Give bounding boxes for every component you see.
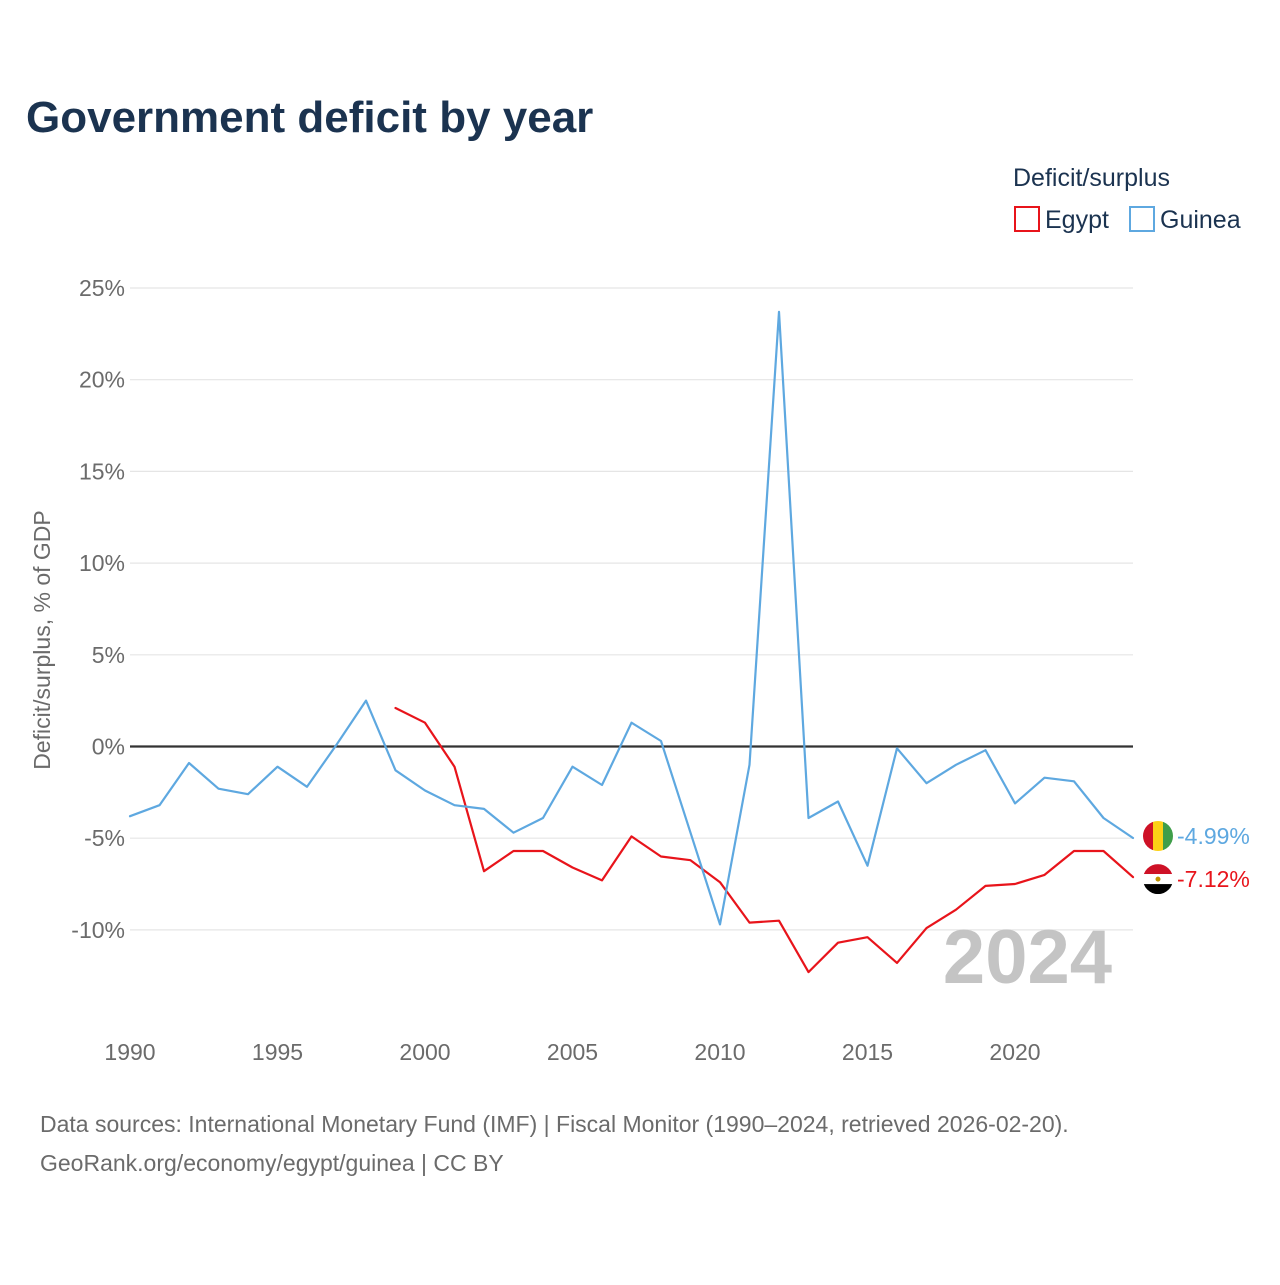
egypt-flag-icon bbox=[1143, 864, 1173, 895]
y-tick-label: 5% bbox=[92, 642, 125, 668]
x-tick-label: 1990 bbox=[104, 1039, 155, 1065]
y-tick-label: 10% bbox=[79, 550, 125, 576]
gridlines bbox=[130, 287, 1133, 931]
legend-swatch-egypt[interactable] bbox=[1014, 206, 1040, 232]
x-tick-label: 2000 bbox=[399, 1039, 450, 1065]
x-tick-label: 2015 bbox=[842, 1039, 893, 1065]
y-tick-label: -10% bbox=[71, 917, 125, 943]
y-tick-label: -5% bbox=[84, 825, 125, 851]
x-tick-label: 2020 bbox=[989, 1039, 1040, 1065]
x-tick-label: 2005 bbox=[547, 1039, 598, 1065]
series-end-markers: -4.99% -7.12% bbox=[1143, 821, 1250, 895]
series-lines bbox=[128, 310, 1135, 974]
legend: Deficit/surplus Egypt Guinea bbox=[1013, 164, 1241, 234]
legend-label-egypt[interactable]: Egypt bbox=[1045, 206, 1109, 234]
credit-line: GeoRank.org/economy/egypt/guinea | CC BY bbox=[40, 1150, 504, 1176]
series-line-egypt[interactable] bbox=[394, 706, 1135, 974]
data-source-line: Data sources: International Monetary Fun… bbox=[40, 1111, 1069, 1137]
y-axis-label: Deficit/surplus, % of GDP bbox=[29, 510, 55, 769]
series-line-guinea[interactable] bbox=[128, 310, 1135, 926]
chart-title: Government deficit by year bbox=[26, 93, 593, 142]
legend-title: Deficit/surplus bbox=[1013, 164, 1170, 192]
legend-label-guinea[interactable]: Guinea bbox=[1160, 206, 1241, 234]
x-tick-label: 1995 bbox=[252, 1039, 303, 1065]
y-tick-label: 15% bbox=[79, 458, 125, 484]
guinea-flag-icon bbox=[1143, 821, 1173, 852]
y-tick-label: 0% bbox=[92, 734, 125, 760]
year-watermark: 2024 bbox=[943, 915, 1112, 1000]
y-axis-ticks: 25% 20% 15% 10% 5% 0% -5% -10% bbox=[71, 275, 125, 943]
legend-swatch-guinea[interactable] bbox=[1129, 206, 1155, 232]
end-value-label-guinea: -4.99% bbox=[1177, 823, 1250, 849]
end-value-label-egypt: -7.12% bbox=[1177, 866, 1250, 892]
y-tick-label: 25% bbox=[79, 275, 125, 301]
x-tick-label: 2010 bbox=[694, 1039, 745, 1065]
y-tick-label: 20% bbox=[79, 367, 125, 393]
x-axis-ticks: 1990 1995 2000 2005 2010 2015 2020 bbox=[104, 1039, 1040, 1065]
